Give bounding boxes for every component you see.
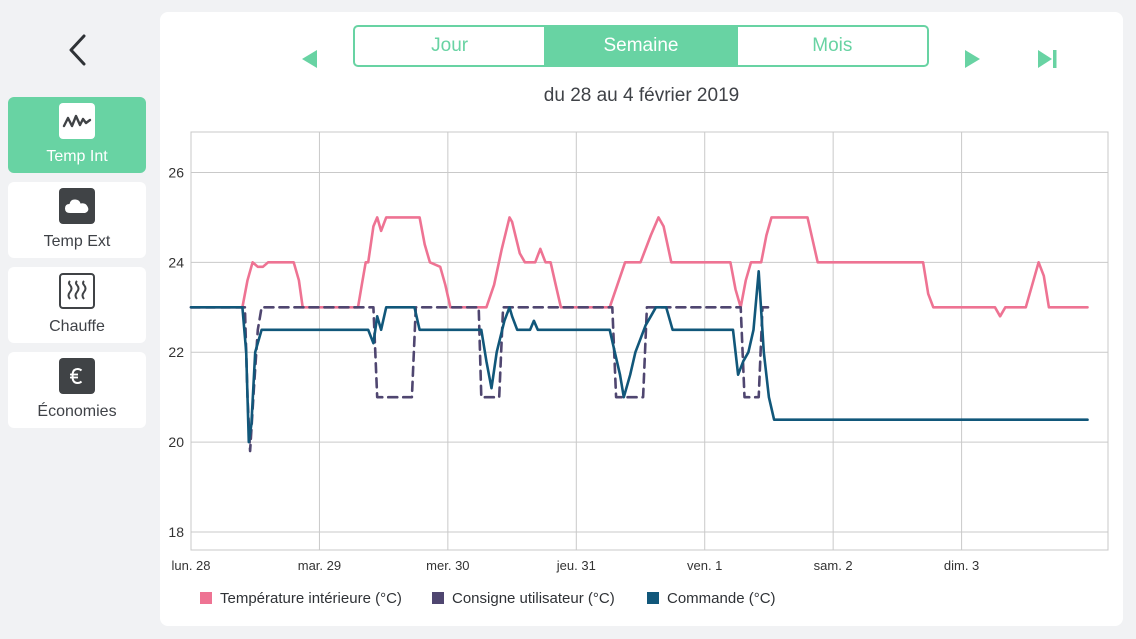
x-tick-label: mer. 30: [426, 558, 469, 573]
sidebar-item-temp-int[interactable]: Temp Int: [8, 97, 146, 173]
euro-icon: [59, 358, 95, 394]
next-period-button[interactable]: [960, 46, 986, 72]
legend-setpoint-label: Consigne utilisateur (°C): [452, 590, 615, 607]
sidebar-item-label: Économies: [37, 403, 117, 420]
temperature-chart: 18 20 22 24 26 lun. 28 mar. 29 mer. 30 jeu. 31 ve…: [168, 131, 1109, 607]
x-tick-label: dim. 3: [944, 558, 979, 573]
legend-command-label: Commande (°C): [667, 590, 776, 607]
previous-period-button[interactable]: [296, 46, 322, 72]
legend-setpoint-swatch: [432, 592, 444, 604]
sidebar-item-label: Temp Ext: [43, 233, 111, 250]
plot-frame: [190, 131, 1109, 551]
triangle-left-icon: [302, 50, 317, 68]
triangle-right-icon: [965, 50, 980, 68]
sidebar-item-chauffe[interactable]: Chauffe: [8, 267, 146, 343]
heating-icon: [59, 273, 95, 309]
period-tabs: Jour Semaine Mois: [353, 25, 929, 67]
sidebar-item-label: Temp Int: [46, 148, 108, 165]
y-tick-label: 26: [168, 164, 184, 180]
latest-period-button[interactable]: [1035, 46, 1061, 72]
legend-temperature-swatch: [200, 592, 212, 604]
x-tick-label: ven. 1: [687, 558, 722, 573]
y-tick-label: 22: [168, 344, 184, 360]
y-tick-label: 24: [168, 254, 184, 270]
x-tick-label: sam. 2: [814, 558, 853, 573]
chart-panel: Jour Semaine Mois du 28 au 4 février 201…: [160, 12, 1123, 626]
sidebar-item-label: Chauffe: [49, 318, 105, 335]
x-tick-label: lun. 28: [171, 558, 210, 573]
chevron-left-icon: [69, 34, 86, 66]
y-tick-label: 20: [168, 434, 184, 450]
cloud-icon: [59, 188, 95, 224]
legend-command-swatch: [647, 592, 659, 604]
temperature-wave-icon: [59, 103, 95, 139]
sidebar-item-temp-ext[interactable]: Temp Ext: [8, 182, 146, 258]
tab-jour[interactable]: Jour: [431, 35, 469, 56]
tab-mois[interactable]: Mois: [735, 27, 927, 65]
legend-temperature-label: Température intérieure (°C): [220, 590, 402, 607]
sidebar-item-economies[interactable]: Économies: [8, 352, 146, 428]
y-tick-label: 18: [168, 524, 184, 540]
back-button[interactable]: [60, 30, 96, 70]
x-tick-label: jeu. 31: [556, 558, 596, 573]
setpoint-series-line: [189, 305, 771, 453]
temperature-series-line: [189, 216, 1089, 318]
command-series-line: [189, 269, 1089, 444]
x-tick-label: mar. 29: [298, 558, 341, 573]
tab-semaine[interactable]: Semaine: [544, 27, 736, 65]
skip-to-end-icon: [1038, 50, 1057, 68]
period-label: du 28 au 4 février 2019: [543, 85, 740, 106]
